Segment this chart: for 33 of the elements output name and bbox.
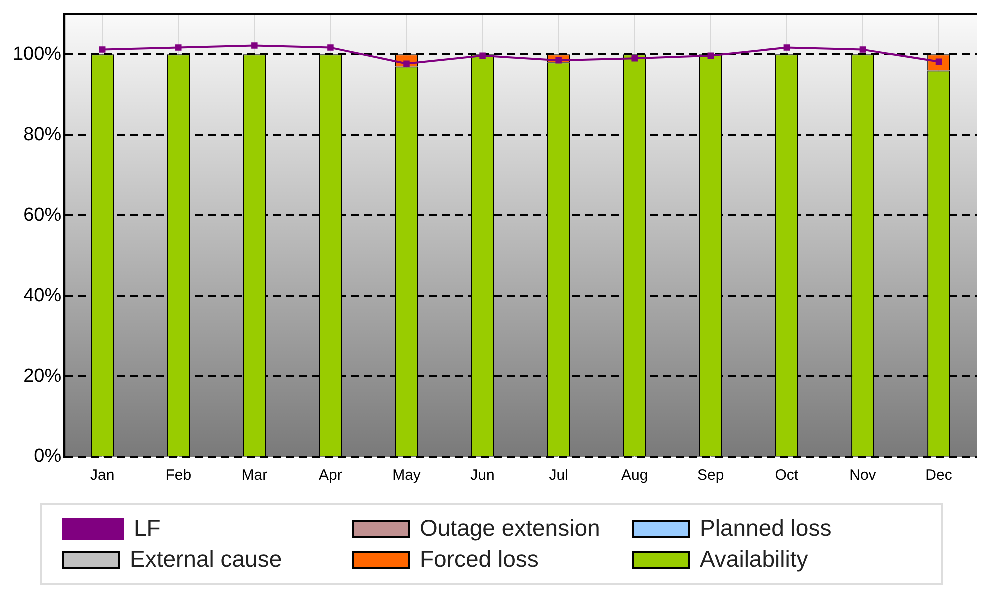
x-tick-label: Jun — [470, 467, 495, 484]
x-tick-label: Nov — [850, 467, 877, 484]
x-tick-label: Dec — [926, 467, 953, 484]
y-tick-label: 20% — [24, 366, 62, 387]
legend-label: Forced loss — [420, 546, 539, 573]
point — [632, 56, 638, 62]
legend-label: Planned loss — [700, 515, 832, 542]
x-tick-label: Aug — [621, 467, 648, 484]
y-tick-label: 0% — [34, 446, 62, 468]
x-tick-label: Sep — [698, 467, 724, 484]
y-tick-label: 40% — [24, 285, 62, 306]
x-tick-label: Feb — [166, 467, 192, 484]
x-tick-label: Mar — [242, 467, 268, 484]
y-tick-label: 100% — [12, 44, 62, 65]
x-tick-label: Jan — [90, 467, 115, 484]
x-tick-label: Jul — [549, 467, 568, 484]
point — [480, 52, 486, 59]
legend-label: Availability — [700, 546, 808, 573]
x-tick-label: Oct — [775, 467, 800, 484]
point — [784, 44, 790, 51]
x-tick-label: Apr — [319, 467, 342, 484]
legend-label: Outage extension — [420, 515, 600, 542]
x-tick-label: May — [392, 467, 422, 484]
legend-label: External cause — [130, 546, 282, 573]
legend-label: LF — [134, 515, 161, 542]
y-tick-label: 60% — [24, 204, 62, 226]
point — [328, 44, 334, 51]
point — [176, 44, 182, 51]
point — [99, 46, 106, 53]
point — [252, 42, 258, 49]
point — [860, 46, 866, 53]
y-tick-label: 80% — [24, 124, 62, 146]
point — [708, 52, 714, 59]
